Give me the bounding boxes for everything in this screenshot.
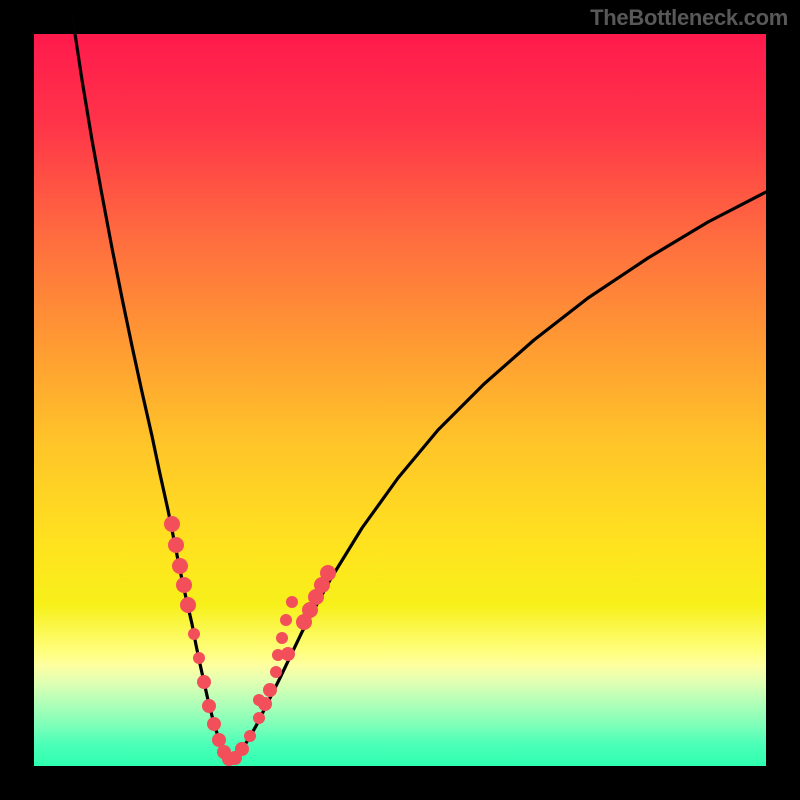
curve-marker <box>281 647 295 661</box>
curve-layer <box>0 0 800 800</box>
curve-marker <box>168 537 184 553</box>
curve-marker <box>286 596 298 608</box>
curve-marker <box>188 628 200 640</box>
curve-marker <box>176 577 192 593</box>
chart-root: TheBottleneck.com <box>0 0 800 800</box>
curve-marker <box>258 697 272 711</box>
curve-marker <box>244 730 256 742</box>
curve-marker <box>212 733 226 747</box>
curve-marker <box>193 652 205 664</box>
marker-group <box>164 516 336 766</box>
curve-marker <box>276 632 288 644</box>
curve-marker <box>197 675 211 689</box>
curve-marker <box>164 516 180 532</box>
bottleneck-curve <box>72 14 766 761</box>
curve-marker <box>172 558 188 574</box>
curve-marker <box>202 699 216 713</box>
curve-marker <box>253 712 265 724</box>
curve-marker <box>263 683 277 697</box>
curve-marker <box>280 614 292 626</box>
curve-marker <box>207 717 221 731</box>
curve-marker <box>320 565 336 581</box>
curve-marker <box>235 742 249 756</box>
curve-marker <box>270 666 282 678</box>
curve-marker <box>180 597 196 613</box>
